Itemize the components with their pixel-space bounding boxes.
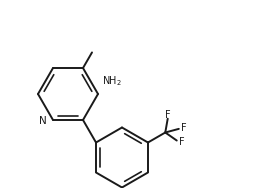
Text: F: F — [179, 136, 185, 146]
Text: F: F — [165, 110, 170, 120]
Text: F: F — [181, 123, 187, 133]
Text: NH$_2$: NH$_2$ — [102, 74, 122, 88]
Text: N: N — [39, 116, 47, 126]
